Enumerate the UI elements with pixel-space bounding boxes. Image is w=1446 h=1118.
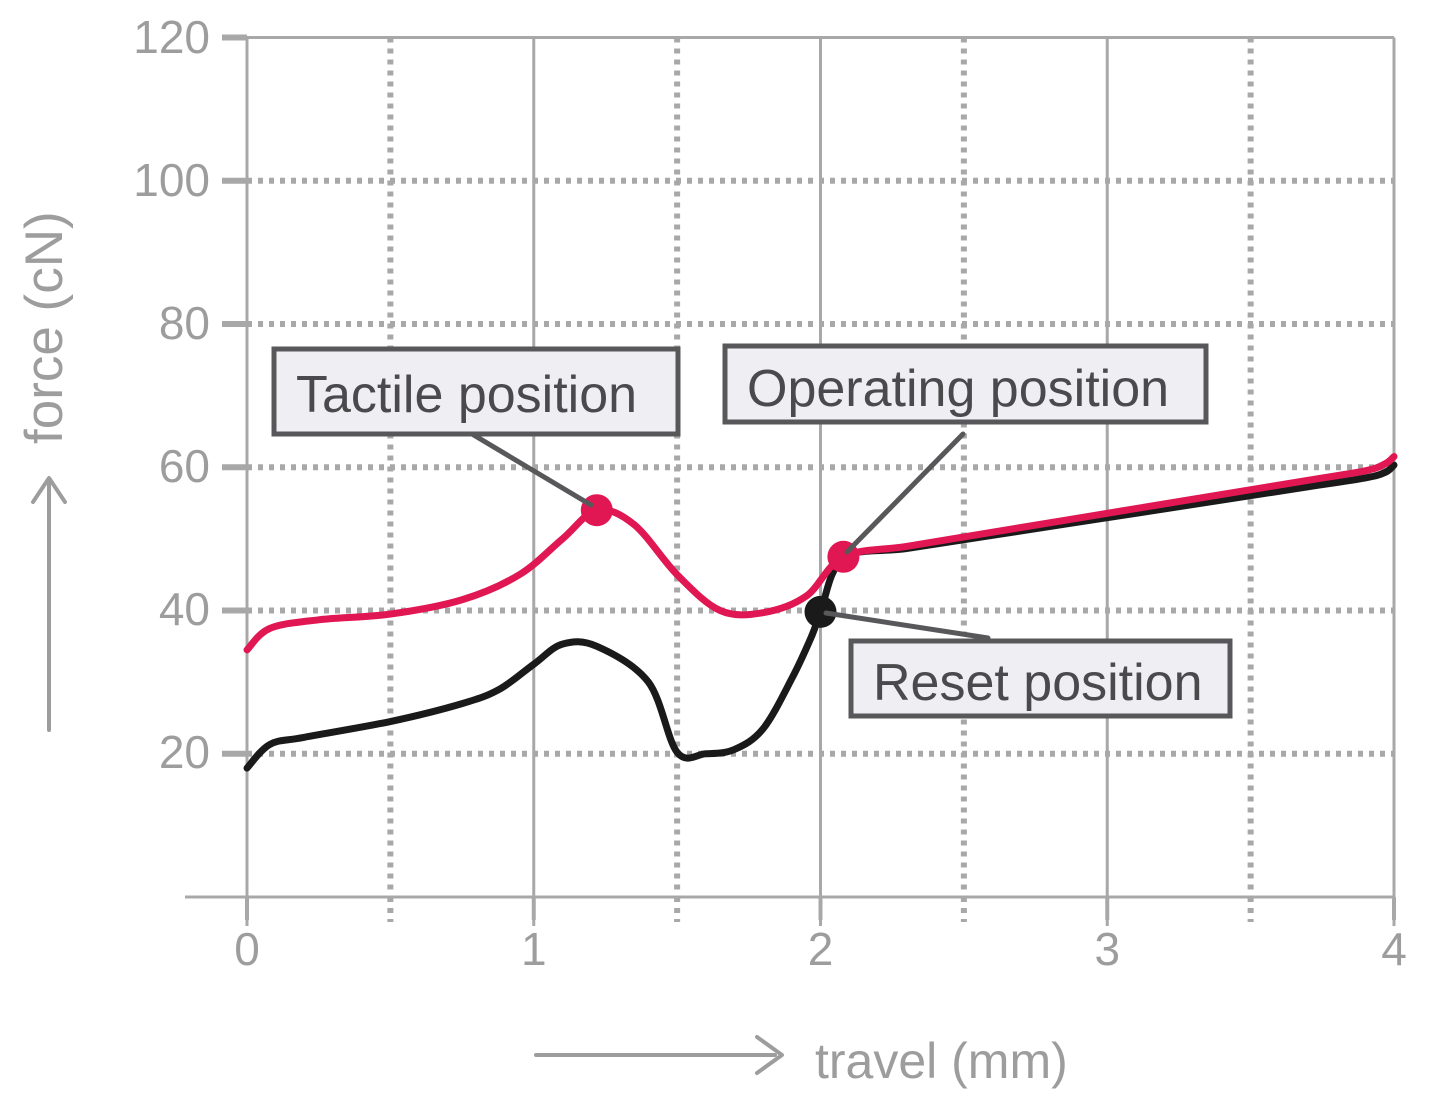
svg-text:120: 120 bbox=[133, 11, 210, 63]
svg-text:60: 60 bbox=[159, 440, 210, 492]
svg-text:40: 40 bbox=[159, 583, 210, 635]
svg-text:100: 100 bbox=[133, 154, 210, 206]
svg-text:3: 3 bbox=[1094, 923, 1120, 975]
svg-text:Reset position: Reset position bbox=[873, 654, 1203, 712]
svg-text:force (cN): force (cN) bbox=[15, 211, 74, 444]
svg-text:80: 80 bbox=[159, 297, 210, 349]
svg-text:travel (mm): travel (mm) bbox=[815, 1033, 1068, 1089]
svg-text:Tactile position: Tactile position bbox=[296, 366, 637, 424]
svg-text:0: 0 bbox=[234, 923, 260, 975]
svg-text:20: 20 bbox=[159, 726, 210, 778]
svg-text:1: 1 bbox=[521, 923, 547, 975]
svg-text:Operating position: Operating position bbox=[747, 360, 1169, 418]
svg-text:4: 4 bbox=[1381, 923, 1407, 975]
svg-text:2: 2 bbox=[808, 923, 834, 975]
